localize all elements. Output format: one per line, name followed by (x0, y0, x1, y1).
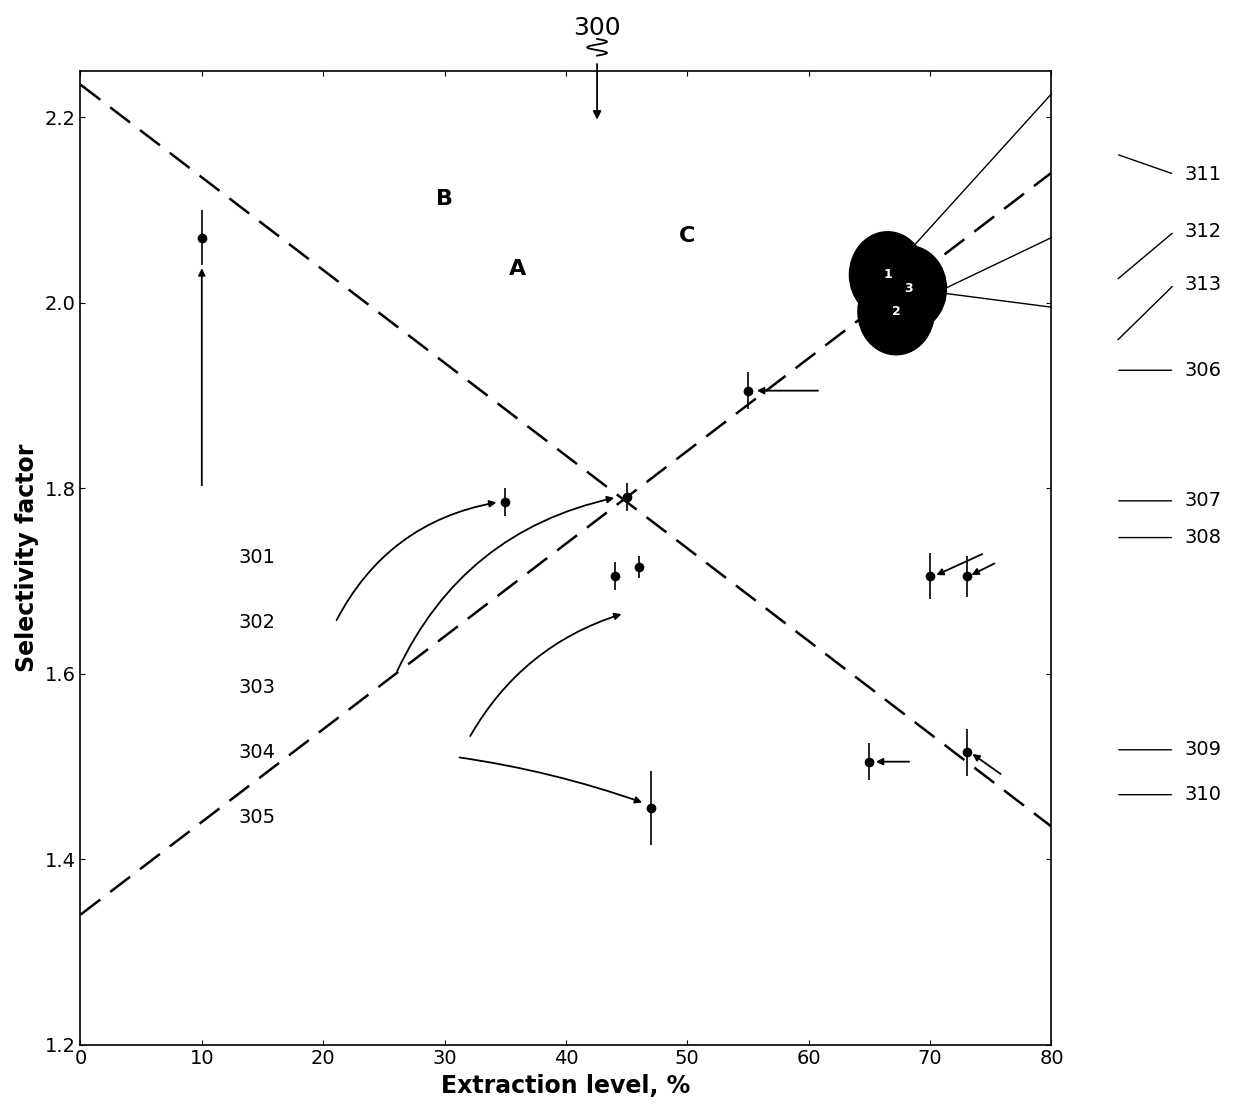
Ellipse shape (849, 232, 926, 317)
Text: 304: 304 (238, 742, 275, 762)
Text: 309: 309 (1184, 740, 1221, 759)
Text: 306: 306 (1184, 361, 1221, 380)
Ellipse shape (870, 246, 946, 332)
Text: 310: 310 (1184, 785, 1221, 805)
Text: 3: 3 (904, 282, 913, 295)
Text: 312: 312 (1184, 221, 1221, 242)
Text: 300: 300 (573, 16, 621, 40)
Text: B: B (436, 189, 453, 209)
Text: 308: 308 (1184, 528, 1221, 548)
Text: 313: 313 (1184, 275, 1221, 294)
Text: 302: 302 (238, 613, 275, 632)
Ellipse shape (858, 269, 934, 355)
Text: 301: 301 (238, 548, 275, 568)
Text: 307: 307 (1184, 491, 1221, 511)
Text: 305: 305 (238, 808, 275, 827)
Text: 2: 2 (892, 305, 900, 318)
X-axis label: Extraction level, %: Extraction level, % (441, 1074, 691, 1099)
Text: 303: 303 (238, 678, 275, 697)
Y-axis label: Selectivity factor: Selectivity factor (15, 443, 38, 672)
Text: A: A (508, 258, 526, 278)
Text: 311: 311 (1184, 165, 1221, 184)
Text: 1: 1 (883, 268, 892, 282)
Text: C: C (680, 226, 696, 246)
